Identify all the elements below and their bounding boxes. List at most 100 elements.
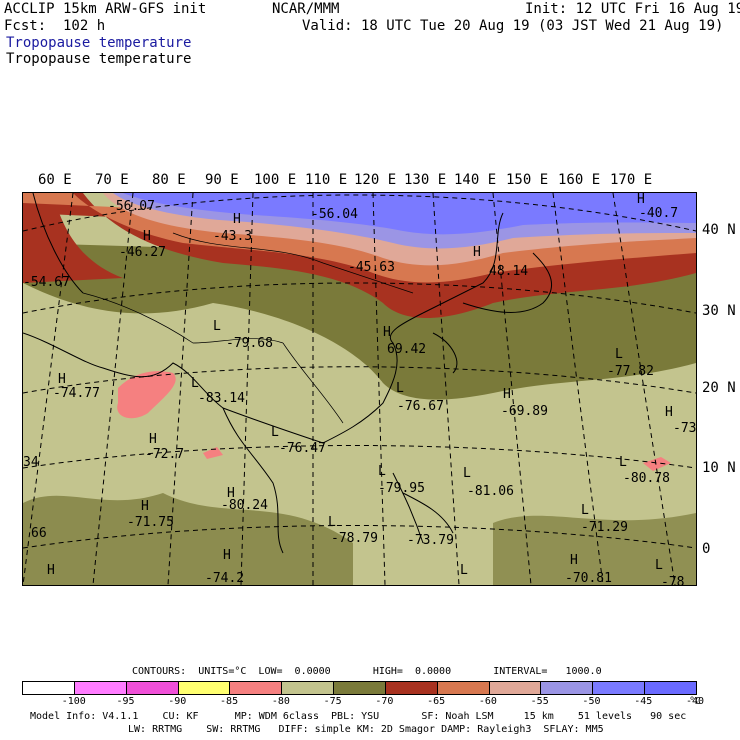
low-marker: L [378,464,386,479]
contour-value-label: 66 [31,526,47,541]
low-marker: L [581,503,589,518]
color-legend-tick: -75 [323,696,342,707]
high-marker: H [149,432,157,447]
model-title: ACCLIP 15km ARW-GFS init [4,1,207,17]
color-legend-swatch [437,682,490,694]
color-legend-swatch [593,682,646,694]
high-marker: H [637,192,645,207]
model-info: Model Info: V4.1.1 CU: KF MP: WDM 6class… [30,711,687,722]
contour-value-label: -80.24 [221,498,268,513]
longitude-label: 170 E [610,172,653,188]
color-legend-unit: °C [688,696,702,707]
contour-value-label: -76.47 [279,441,326,456]
contour-value-label: 34 [23,455,39,470]
color-legend-tick: -70 [375,696,394,707]
contour-value-label: -56.04 [311,207,358,222]
color-legend-swatch [645,682,696,694]
high-marker: H [665,405,673,420]
high-marker: H [233,212,241,227]
color-legend-swatch [23,682,75,694]
longitude-label: 150 E [506,172,549,188]
color-legend [22,681,697,695]
high-marker: H [383,325,391,340]
contour-value-label: -71.75 [127,515,174,530]
contour-value-label: -80.78 [623,471,670,486]
org-label: NCAR/MMM [272,1,340,17]
color-legend-swatch [126,682,179,694]
high-marker: H [141,499,149,514]
high-marker: H [223,548,231,563]
contour-value-label: -72.7 [145,447,185,462]
contour-value-label: -76.67 [397,399,444,414]
color-legend-swatch [178,682,231,694]
latitude-label: 20 N [702,380,736,396]
contour-value-label: -54.67 [23,275,70,290]
contour-value-label: -71.29 [581,520,628,535]
color-legend-tick: -100 [61,696,86,707]
contour-value-label: -81.06 [467,484,514,499]
color-legend-tick: -40 [685,696,705,707]
low-marker: L [396,381,404,396]
color-legend-tick: -80 [271,696,290,707]
color-legend-swatch [282,682,335,694]
contour-value-label: -43.3 [213,229,253,244]
latitude-label: 30 N [702,303,736,319]
color-legend-tick: -65 [427,696,446,707]
high-marker: H [503,387,511,402]
field-title-primary: Tropopause temperature [6,35,192,51]
color-legend-tick: -85 [220,696,239,707]
color-legend-swatch [230,682,283,694]
color-legend-tick: -60 [478,696,497,707]
longitude-label: 110 E [305,172,348,188]
valid-time: Valid: 18 UTC Tue 20 Aug 19 (03 JST Wed … [302,18,724,34]
contour-value-label: -83.14 [198,391,245,406]
contour-value-label: -70.81 [565,571,612,586]
high-marker: H [570,553,578,568]
high-marker: H [227,486,235,501]
low-marker: L [191,376,199,391]
latitude-label: 0 [702,541,711,557]
high-marker: H [143,229,151,244]
map-panel: -56.07 H -46.27 -54.67 H -43.3 -56.04 -45.63 H 48… [22,192,697,586]
contour-value-label: -56.07 [108,199,155,214]
latitude-label: 10 N [702,460,736,476]
longitude-label: 100 E [254,172,297,188]
longitude-label: 70 E [95,172,129,188]
init-time: Init: 12 UTC Fri 16 Aug 19 [525,1,740,17]
contour-value-label: 69.42 [387,342,427,357]
contour-value-label: -78.79 [331,531,378,546]
color-legend-tick: -95 [116,696,135,707]
low-marker: L [615,347,623,362]
temperature-field [23,193,696,585]
low-marker: L [328,515,336,530]
color-legend-tick: -90 [168,696,187,707]
color-legend-swatch [334,682,386,694]
high-marker: H [47,563,55,578]
color-legend-tick: -50 [582,696,601,707]
longitude-label: 160 E [558,172,601,188]
low-marker: L [619,455,627,470]
contour-value-label: -74.2 [205,571,245,586]
latitude-label: 40 N [702,222,736,238]
longitude-label: 120 E [354,172,397,188]
contour-value-label: 48.14 [489,264,529,279]
longitude-label: 90 E [205,172,239,188]
color-legend-swatch [489,682,542,694]
high-marker: H [473,245,481,260]
contour-value-label: -79.95 [378,481,425,496]
contour-value-label: -46.27 [119,245,166,260]
color-legend-tick: -45 [634,696,653,707]
contour-value-label: -77.82 [607,364,654,379]
low-marker: L [655,558,663,573]
contour-value-label: -69.89 [501,404,548,419]
color-legend-swatch [74,682,127,694]
color-legend-tick: -55 [530,696,549,707]
forecast-hour: Fcst: 102 h [4,18,106,34]
contour-value-label: -78 [661,575,685,586]
longitude-label: 130 E [404,172,447,188]
high-marker: H [58,372,66,387]
low-marker: L [213,319,221,334]
color-legend-swatch [541,682,594,694]
field-title-secondary: Tropopause temperature [6,51,192,67]
low-marker: L [271,425,279,440]
